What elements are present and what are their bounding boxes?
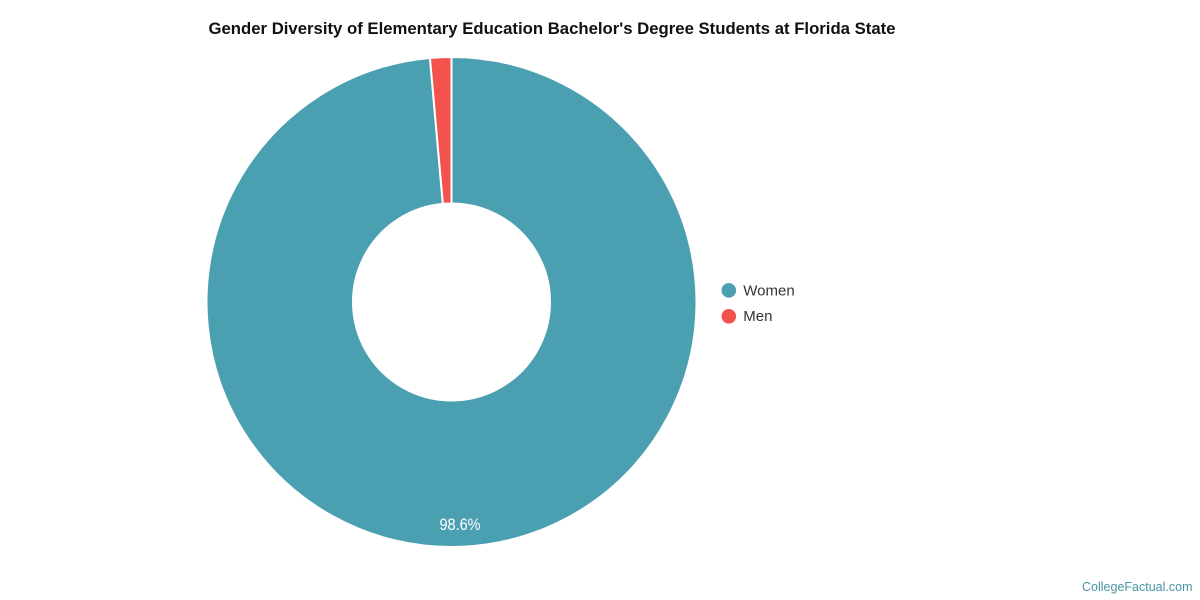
svg-text:98.6%: 98.6% [440,516,481,534]
svg-text:CollegeFactual.com: CollegeFactual.com [1082,579,1193,594]
svg-text:Women: Women [743,282,794,299]
svg-text:Men: Men [743,308,772,325]
svg-text:Gender Diversity of Elementary: Gender Diversity of Elementary Education… [209,19,896,38]
